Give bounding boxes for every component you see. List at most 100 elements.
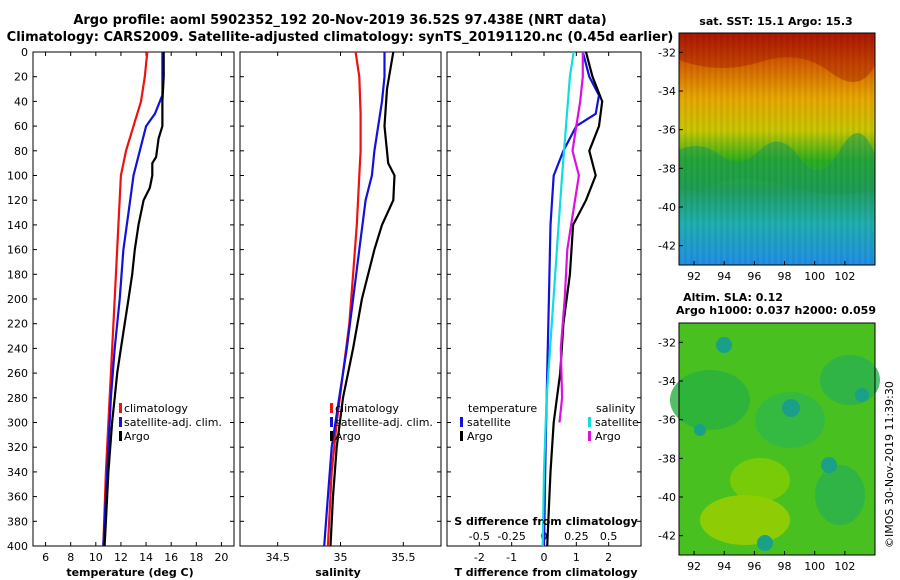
x-tick-label: 16: [164, 551, 178, 564]
map-y-tick-label: -36: [658, 414, 676, 427]
y-tick-label: 360: [7, 491, 28, 504]
y-tick-label: 60: [14, 120, 28, 133]
map-x-tick-label: 100: [804, 560, 825, 573]
y-tick-label: 140: [7, 219, 28, 232]
x-tick-label: 35.5: [391, 551, 416, 564]
y-tick-label: 0: [21, 46, 28, 59]
difference-xlabel: T difference from climatology: [454, 566, 637, 579]
x2-tick-label: -0.25: [497, 530, 525, 543]
x-tick-label: 8: [67, 551, 74, 564]
series-line-t-argo: [546, 51, 604, 547]
x2-tick-label: 0.25: [564, 530, 589, 543]
sst-heatmap: [678, 32, 876, 266]
map-x-tick-label: 98: [778, 270, 792, 283]
figure-title-line1: Argo profile: aoml 5902352_192 20-Nov-20…: [73, 13, 606, 28]
legend-swatch-argo: [119, 431, 122, 441]
map-y-tick-label: -40: [658, 201, 676, 214]
series-line-argo: [103, 52, 165, 547]
series-line-s-argo: [558, 52, 584, 423]
x-tick-label: 10: [89, 551, 103, 564]
map-x-tick-label: 102: [834, 560, 855, 573]
y-tick-label: 380: [7, 515, 28, 528]
map-x-tick-label: 94: [717, 560, 731, 573]
y-tick-label: 240: [7, 342, 28, 355]
legend-swatch-satellite: [119, 417, 122, 427]
sla-eddy: [782, 399, 800, 417]
map-y-tick-label: -34: [658, 375, 676, 388]
x2-tick-label: -0.5: [469, 530, 490, 543]
x-tick-label: 34.5: [265, 551, 290, 564]
x-tick-label: -1: [506, 551, 517, 564]
map-y-tick-label: -42: [658, 240, 676, 253]
series-line-s-satellite: [541, 51, 575, 547]
legend-swatch-climatology: [330, 403, 333, 413]
map-x-tick-label: 102: [834, 270, 855, 283]
map-y-tick-label: -36: [658, 124, 676, 137]
salinity-legend: climatology satellite-adj. clim. Argo: [330, 402, 433, 443]
legend-swatch-s-argo: [588, 431, 591, 441]
legend-swatch-argo: [330, 431, 333, 441]
sla-eddy: [694, 424, 706, 436]
legend-label-t-argo: Argo: [467, 430, 493, 443]
temperature-xlabel: temperature (deg C): [66, 566, 193, 579]
legend-label-satellite: satellite-adj. clim.: [335, 416, 433, 429]
series-line-satellite-adj-clim-: [323, 52, 386, 547]
sla-eddy: [716, 337, 732, 353]
map-y-tick-label: -38: [658, 452, 676, 465]
y-tick-label: 40: [14, 95, 28, 108]
legend-label-climatology: climatology: [335, 402, 399, 415]
legend-label-t-satellite: satellite: [467, 416, 511, 429]
legend-label-argo: Argo: [124, 430, 150, 443]
salinity-xlabel: salinity: [315, 566, 361, 579]
map-x-tick-label: 96: [747, 270, 761, 283]
y-tick-label: 180: [7, 268, 28, 281]
y-tick-label: 100: [7, 170, 28, 183]
x-tick-label: -2: [474, 551, 485, 564]
y-tick-label: 400: [7, 540, 28, 553]
y-tick-label: 220: [7, 318, 28, 331]
difference-xlabel2: S difference from climatology: [454, 515, 638, 528]
series-line-t-satellite: [542, 51, 601, 547]
difference-legend: temperature satellite Argo salinity sate…: [460, 402, 639, 443]
x-tick-label: 0: [541, 551, 548, 564]
y-tick-label: 280: [7, 392, 28, 405]
sla-eddy: [855, 388, 869, 402]
sla-eddy: [757, 535, 773, 551]
legend-swatch-t-argo: [460, 431, 463, 441]
map-x-tick-label: 94: [717, 270, 731, 283]
x-tick-label: 6: [42, 551, 49, 564]
legend-swatch-s-satellite: [588, 417, 591, 427]
legend-label-s-satellite: satellite: [595, 416, 639, 429]
x-tick-label: 2: [605, 551, 612, 564]
series-line-satellite-adj-clim-: [102, 52, 164, 547]
figure-title-line2: Climatology: CARS2009. Satellite-adjuste…: [7, 30, 674, 45]
map-x-tick-label: 100: [804, 270, 825, 283]
salinity-axes: [239, 51, 442, 547]
x-tick-label: 20: [214, 551, 228, 564]
sla-map-title: Altim. SLA: 0.12: [683, 291, 783, 304]
temperature-legend: climatology satellite-adj. clim. Argo: [119, 402, 222, 443]
map-x-tick-label: 92: [687, 270, 701, 283]
x2-tick-label: 0.5: [600, 530, 618, 543]
x-tick-label: 18: [189, 551, 203, 564]
y-tick-label: 200: [7, 293, 28, 306]
x-tick-label: 35: [334, 551, 348, 564]
sla-heatmap: [670, 322, 880, 556]
y-tick-label: 160: [7, 244, 28, 257]
series-line-climatology: [326, 51, 362, 547]
x-tick-label: 14: [139, 551, 153, 564]
x-tick-label: 1: [573, 551, 580, 564]
map-x-tick-label: 98: [778, 560, 792, 573]
legend-label-argo: Argo: [335, 430, 361, 443]
legend-swatch-satellite: [330, 417, 333, 427]
legend-title-temperature: temperature: [468, 402, 537, 415]
map-y-tick-label: -42: [658, 530, 676, 543]
legend-title-salinity: salinity: [596, 402, 636, 415]
map-y-tick-label: -34: [658, 85, 676, 98]
map-x-tick-label: 96: [747, 560, 761, 573]
sla-map-subtitle: Argo h1000: 0.037 h2000: 0.059: [676, 304, 876, 317]
map-y-tick-label: -32: [658, 46, 676, 59]
y-tick-label: 340: [7, 466, 28, 479]
y-tick-label: 300: [7, 417, 28, 430]
map-x-tick-label: 92: [687, 560, 701, 573]
